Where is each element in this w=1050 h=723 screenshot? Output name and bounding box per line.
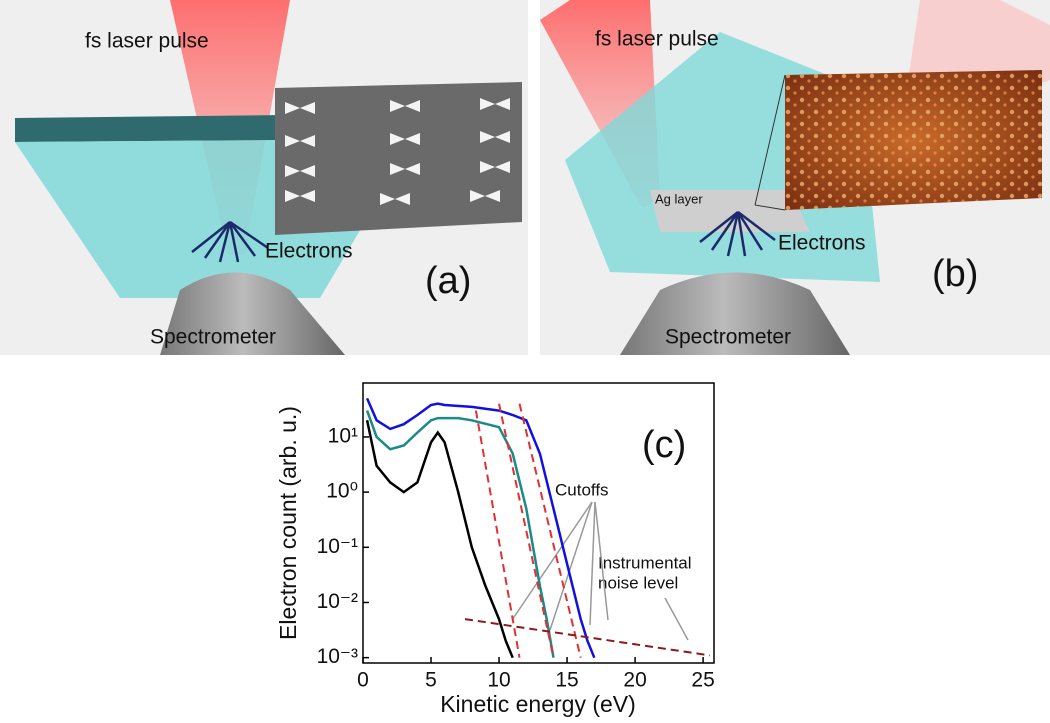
panel-tag: (b) — [932, 253, 978, 295]
x-tick-label: 0 — [357, 669, 369, 692]
laser-label: fs laser pulse — [595, 28, 719, 51]
x-tick-label: 15 — [555, 669, 578, 692]
y-tick-label: 10⁰ — [326, 480, 358, 503]
panel-b: fs laser pulse Ag layer Electrons Spectr… — [540, 0, 1050, 355]
data-line — [367, 411, 553, 658]
y-axis-title: Electron count (arb. u.) — [275, 406, 301, 640]
electrons-label: Electrons — [778, 232, 866, 255]
x-tick-label: 25 — [691, 669, 714, 692]
annotation: noise level — [598, 573, 678, 592]
x-tick-label: 5 — [425, 669, 437, 692]
x-tick-label: 10 — [487, 669, 510, 692]
laser-label: fs laser pulse — [85, 30, 209, 53]
layer-label: Ag layer — [655, 191, 703, 206]
afm-grain — [785, 70, 1042, 210]
spectrometer-label: Spectrometer — [665, 326, 791, 349]
fit-line — [520, 404, 581, 658]
x-axis-title: Kinetic energy (eV) — [440, 691, 636, 717]
annotation: Cutoffs — [555, 480, 609, 499]
chart: Electron count (arb. u.) Kinetic energy … — [275, 383, 715, 717]
y-tick-label: 10⁻¹ — [317, 535, 358, 558]
panel-tag: (a) — [425, 260, 471, 302]
y-tick-label: 10⁻² — [317, 590, 358, 613]
glass-edge — [15, 115, 285, 142]
panel-tag: (c) — [642, 424, 686, 466]
figure: fs laser pulse Electrons Spectrometer (a… — [0, 0, 1050, 723]
x-tick-label: 20 — [623, 669, 646, 692]
annotation: Instrumental — [598, 553, 692, 572]
electrons-label: Electrons — [265, 240, 353, 263]
fit-line — [476, 411, 520, 658]
spectrometer-label: Spectrometer — [150, 326, 276, 349]
panel-a: fs laser pulse Electrons Spectrometer (a… — [0, 0, 528, 355]
y-tick-label: 10⁻³ — [317, 645, 358, 668]
y-tick-label: 10¹ — [328, 424, 358, 447]
